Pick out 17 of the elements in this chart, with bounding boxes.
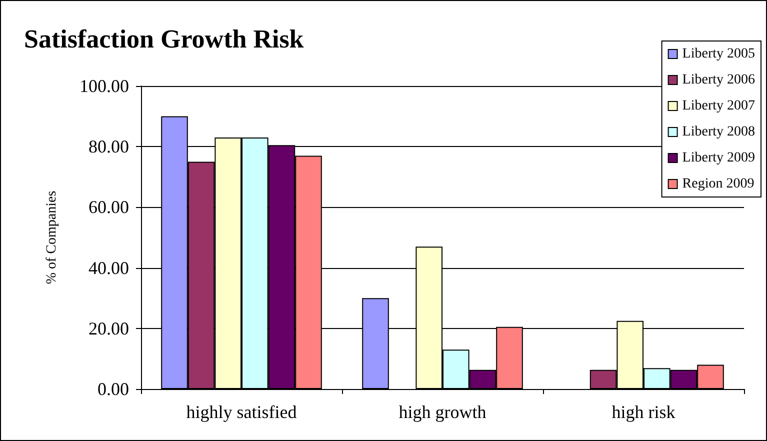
legend-label: Liberty 2006 [682,72,756,88]
y-tick-label: 60.00 [88,197,129,218]
x-tick-label: highly satisfied [186,402,297,422]
legend-label: Liberty 2005 [682,46,756,62]
x-tick-label: high growth [398,402,486,422]
legend-label: Liberty 2008 [682,124,756,140]
legend-label: Liberty 2009 [682,150,756,166]
y-tick-label: 100.00 [80,76,129,96]
legend-label: Liberty 2007 [682,98,756,114]
y-axis-title: % of Companies [44,190,60,284]
y-tick-label: 80.00 [88,136,129,157]
y-tick-label: 20.00 [88,318,129,338]
y-tick-label: 0.00 [98,379,129,399]
x-tick-label: high risk [612,402,676,422]
legend-label: Region 2009 [682,176,754,192]
y-tick-label: 40.00 [88,258,129,278]
chart-title: Satisfaction Growth Risk [24,24,304,54]
